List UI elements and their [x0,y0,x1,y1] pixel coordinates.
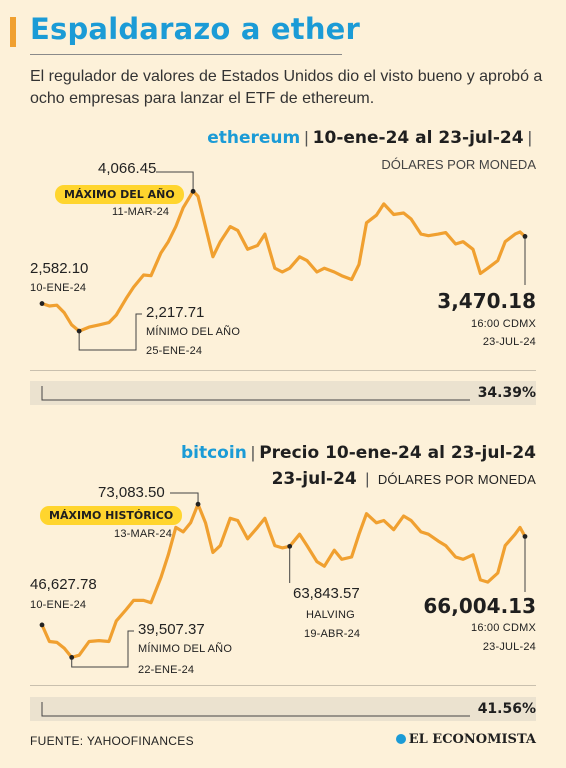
eth-last-value: 3,470.18 [437,289,536,313]
eth-change-bracket [41,386,470,401]
btc-max-badge: MÁXIMO HISTÓRICO [40,506,183,525]
btc-unit: DÓLARES POR MONEDA [377,472,536,487]
eth-max-leader [156,171,194,192]
btc-min-leader [71,630,134,668]
eth-key-points [39,188,528,334]
btc-sep: | [250,443,256,462]
eth-max-badge: MÁXIMO DEL AÑO [55,185,184,204]
eth-name: ethereum [207,128,301,148]
btc-start-date: 10-ENE-24 [30,599,87,611]
eth-max-point [190,188,196,194]
btc-max-point [195,501,201,507]
eth-last-point [522,234,528,239]
title-rule [30,54,342,55]
btc-max-value: 73,083.50 [98,484,165,501]
btc-date-end: 23-jul-24 [271,469,357,489]
btc-min-point [69,655,75,660]
btc-chart-heading: bitcoin | Precio 10-ene-24 al 23-jul-24 [181,443,536,463]
btc-halving-point [287,543,293,549]
btc-min-value: 39,507.37 [138,621,205,638]
eth-period: 10-ene-24 al 23-jul-24 [312,128,524,148]
btc-name: bitcoin [180,443,247,463]
btc-halving-label: HALVING [306,609,355,621]
eth-min-date: 25-ENE-24 [146,345,203,357]
eth-start-value: 2,582.10 [30,260,89,277]
eth-unit: DÓLARES POR MONEDA [381,157,536,172]
eth-min-leader [78,313,142,351]
eth-price-line [40,189,527,333]
eth-last-time: 16:00 CDMX [471,318,536,330]
eth-max-date: 11-MAR-24 [112,206,170,218]
btc-last-time: 16:00 CDMX [471,622,536,634]
btc-leader-lines [71,492,526,668]
brand-dot-icon [395,734,406,744]
btc-unit-row: 23-jul-24 | DÓLARES POR MONEDA [272,469,536,489]
eth-sep-2: | [527,128,532,147]
brand-logo: EL ECONOMISTA [395,732,536,747]
brand-name: EL ECONOMISTA [408,732,536,747]
eth-start-date: 10-ENE-24 [30,282,87,294]
source-note: FUENTE: YAHOOFINANCES [30,734,194,748]
btc-price-line [40,502,527,659]
title-accent-bar [10,17,16,47]
btc-key-points [39,501,528,660]
eth-change-bar [30,381,536,405]
eth-max-value: 4,066.45 [98,160,157,177]
eth-min-point [76,328,82,334]
btc-min-date: 22-ENE-24 [138,664,195,676]
eth-divider [30,370,536,371]
btc-sep-2: | [365,471,370,488]
btc-start-value: 46,627.78 [30,576,97,593]
btc-max-date: 13-MAR-24 [114,528,173,540]
btc-halving-value: 63,843.57 [293,585,360,602]
btc-period: Precio 10-ene-24 al 23-jul-24 [259,443,536,463]
btc-halving-date: 19-ABR-24 [304,628,361,640]
btc-max-leader [170,492,199,505]
eth-start-point [39,301,45,306]
btc-start-point [39,622,45,628]
eth-line-chart [39,171,528,351]
intro-text: El regulador de valores de Estados Unido… [30,68,543,107]
btc-change-pct: 41.56% [477,701,536,717]
btc-last-date: 23-JUL-24 [482,641,536,653]
btc-last-value: 66,004.13 [423,594,536,618]
eth-last-date: 23-JUL-24 [482,336,536,348]
eth-leader-lines [78,171,526,351]
btc-change-bar [30,697,536,721]
btc-min-label: MÍNIMO DEL AÑO [138,643,233,655]
eth-min-value: 2,217.71 [146,304,205,321]
btc-last-point [522,534,528,539]
btc-line-chart [39,492,528,668]
btc-divider [30,685,536,686]
eth-sep: | [304,128,309,147]
eth-change-pct: 34.39% [477,385,536,401]
btc-change-bracket [41,702,470,717]
eth-min-label: MÍNIMO DEL AÑO [146,326,241,338]
page-title: Espaldarazo a ether [30,12,361,46]
eth-chart-heading: ethereum | 10-ene-24 al 23-jul-24 | [207,128,536,148]
